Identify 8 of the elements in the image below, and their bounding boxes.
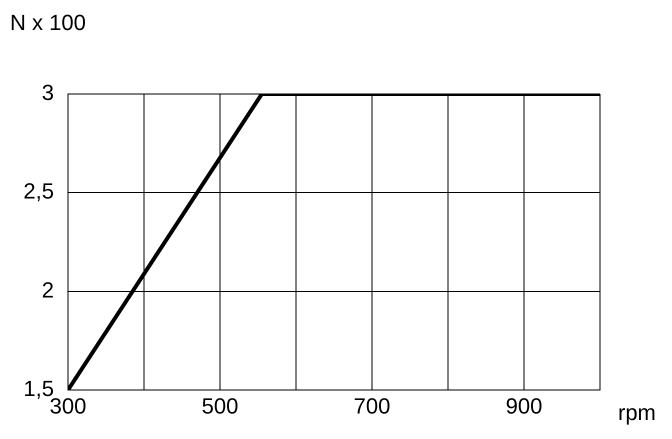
x-axis-title: rpm xyxy=(618,400,656,426)
y-tick-label: 3 xyxy=(42,80,54,106)
x-tick-label: 700 xyxy=(354,393,390,418)
x-tick-label: 900 xyxy=(506,393,542,418)
y-tick-label: 2,5 xyxy=(23,178,54,204)
y-axis-title: N x 100 xyxy=(10,10,86,36)
x-tick-label: 500 xyxy=(202,393,238,418)
y-tick-label: 2 xyxy=(42,277,54,302)
